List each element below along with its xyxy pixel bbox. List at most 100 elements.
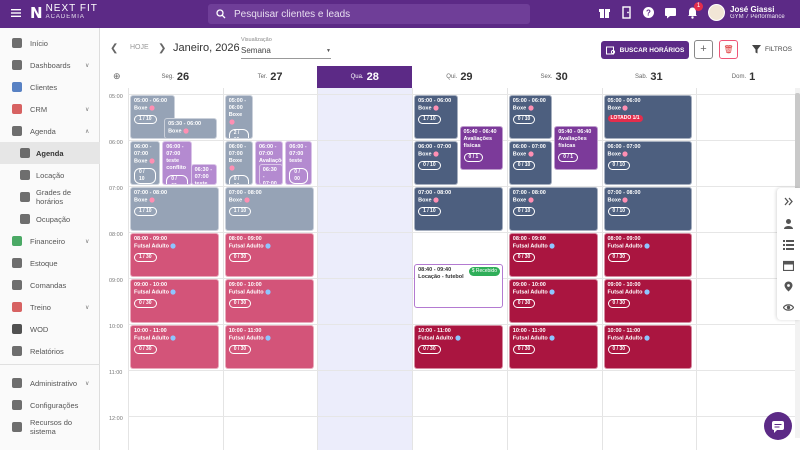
calendar-event[interactable]: 10:00 - 11:00 Futsal Adulto 0 / 30 [224,325,314,369]
sidebar-item-grades-de-hor-rios[interactable]: Grades de horários [0,186,100,208]
sidebar-item-agenda[interactable]: Agenda [0,142,100,164]
calendar-event[interactable]: 07:00 - 08:00 Boxe 1 / 10 [130,187,219,231]
sidebar-item-loca-o[interactable]: Locação [0,164,100,186]
view-select[interactable]: Visualização Semana ▼ [241,37,331,59]
calendar-event[interactable]: 09:00 - 10:00 Futsal Adulto 0 / 30 [224,279,314,323]
event-name: Avaliações físicas [463,135,493,149]
delete-button[interactable]: 🗑 [719,40,738,59]
event-name: Boxe [229,112,249,126]
event-name: Futsal Adulto [513,335,594,342]
sidebar-item-agenda[interactable]: Agenda ∧ [0,120,100,142]
gift-icon[interactable] [598,6,611,19]
sidebar-item-ocupa-o[interactable]: Ocupação [0,208,100,230]
day-column-2[interactable] [317,88,413,450]
calendar-event[interactable]: 10:00 - 11:00 Futsal Adulto 0 / 30 [130,325,219,369]
calendar-search-icon [605,46,615,54]
exit-door-icon[interactable] [620,6,633,19]
day-header-3[interactable]: Qui. 29 [412,66,507,88]
sidebar-item-estoque[interactable]: Estoque [0,252,100,274]
location-pin-icon[interactable] [783,279,794,292]
sidebar-item-financeiro[interactable]: Financeiro ∨ [0,230,100,252]
day-column-4[interactable] [506,88,602,450]
calendar-event[interactable]: 07:00 - 08:00 Boxe 0 / 10 [603,187,693,231]
bell-icon[interactable]: 1 [686,2,703,19]
support-chat-button[interactable] [764,412,792,440]
calendar-event[interactable]: 05:00 - 06:00 Boxe LOTADO 1/1 [603,95,693,139]
day-header-5[interactable]: Sab. 31 [602,66,697,88]
calendar-check-icon [20,148,30,158]
sidebar-item-treino[interactable]: Treino ∨ [0,296,100,318]
sidebar-item-comandas[interactable]: Comandas [0,274,100,296]
calendar-event[interactable]: 06:00 - 07:00 teste 0 / 00 [285,141,312,185]
calendar-event[interactable]: 05:00 - 06:00 Boxe 0 / 10 [508,95,553,139]
menu-icon[interactable] [10,7,22,19]
calendar-event[interactable]: 09:00 - 10:00 Futsal Adulto 0 / 30 [130,279,219,323]
calendar-event[interactable]: 07:00 - 08:00 Boxe 1 / 10 [224,187,314,231]
day-header-4[interactable]: Sex. 30 [507,66,602,88]
search-input[interactable] [234,8,514,20]
calendar-event[interactable]: 10:00 - 11:00 Futsal Adulto 0 / 30 [414,325,503,369]
calendar-event[interactable]: 08:00 - 09:00 Futsal Adulto 0 / 30 [508,233,598,277]
calendar-event[interactable]: 08:00 - 09:00 Futsal Adulto 1 / 30 [130,233,219,277]
calendar-event[interactable]: 05:30 - 06:00 Boxe [164,118,217,139]
calendar-event[interactable]: 07:00 - 08:00 Boxe 0 / 10 [508,187,598,231]
day-column-6[interactable] [696,88,791,450]
sidebar-item-recursos-do-sistema[interactable]: Recursos do sistema [0,416,100,438]
sidebar-item-configura-es[interactable]: Configurações [0,394,100,416]
zoom-icon[interactable]: ⊕ [113,71,121,81]
sidebar-item-relat-rios[interactable]: Relatórios [0,340,100,362]
chat-message-icon[interactable] [664,6,677,19]
eye-icon[interactable] [782,300,795,311]
calendar-event[interactable]: 05:00 - 06:00 Boxe 1 / 10 [414,95,458,139]
add-button[interactable]: + [694,40,713,59]
day-column-0[interactable] [128,88,223,450]
sidebar-item-in-cio[interactable]: Início [0,32,100,54]
sidebar-item-administrativo[interactable]: Administrativo ∨ [0,372,100,394]
day-header-2[interactable]: Qua. 28 [317,66,413,88]
chevron-right-icon[interactable]: ❯ [158,43,167,54]
calendar-icon[interactable] [782,258,795,272]
user-menu[interactable]: José Giassi GYM 7 Performance [708,4,785,21]
brand-logo[interactable]: N NEXT FIT ACADEMIA [30,4,98,23]
calendar-event[interactable]: 05:40 - 06:40 Avaliações físicas 0 / 1 [554,125,598,170]
today-button[interactable]: HOJE [130,44,149,51]
day-header-1[interactable]: Ter. 27 [223,66,318,88]
day-header-6[interactable]: Dom. 1 [696,66,791,88]
day-header-0[interactable]: Seg. 26 [128,66,223,88]
day-column-3[interactable] [412,88,507,450]
calendar-event[interactable]: 10:00 - 11:00 Futsal Adulto 0 / 30 [603,325,693,369]
calendar-event[interactable]: 08:00 - 09:00 Futsal Adulto 0 / 30 [603,233,693,277]
person-icon[interactable] [783,216,794,229]
day-column-5[interactable] [601,88,697,450]
search-schedules-button[interactable]: BUSCAR HORÁRIOS [601,41,689,59]
help-icon[interactable]: ? [642,6,655,19]
filters-button[interactable]: FILTROS [752,45,792,54]
sidebar-item-dashboards[interactable]: Dashboards ∨ [0,54,100,76]
sidebar-item-crm[interactable]: CRM ∨ [0,98,100,120]
search-bar[interactable] [208,4,530,24]
day-column-1[interactable] [222,88,318,450]
hour-gridline [128,416,800,417]
list-icon[interactable] [783,237,794,250]
sidebar-item-wod[interactable]: WOD [0,318,100,340]
calendar-event[interactable]: 09:00 - 10:00 Futsal Adulto 0 / 30 [508,279,598,323]
calendar-event[interactable]: 05:40 - 06:40 Avaliações físicas 0 / 1 [459,125,503,170]
calendar-event[interactable]: 09:00 - 10:00 Futsal Adulto 0 / 30 [603,279,693,323]
calendar-event[interactable]: 07:00 - 08:00 Boxe 1 / 10 [414,187,503,231]
sidebar-item-clientes[interactable]: Clientes [0,76,100,98]
calendar-event[interactable]: 08:00 - 09:00 Futsal Adulto 0 / 30 [224,233,314,277]
occupancy-count: 0 / 30 [134,345,157,355]
calendar-event[interactable]: 08:40 - 09:40 Locação - futebol $ Recebido [414,263,503,308]
double-chevron-right-icon[interactable] [783,194,794,206]
calendar-event[interactable]: 10:00 - 11:00 Futsal Adulto 0 / 30 [508,325,598,369]
chevron-left-icon[interactable]: ❮ [110,43,119,54]
